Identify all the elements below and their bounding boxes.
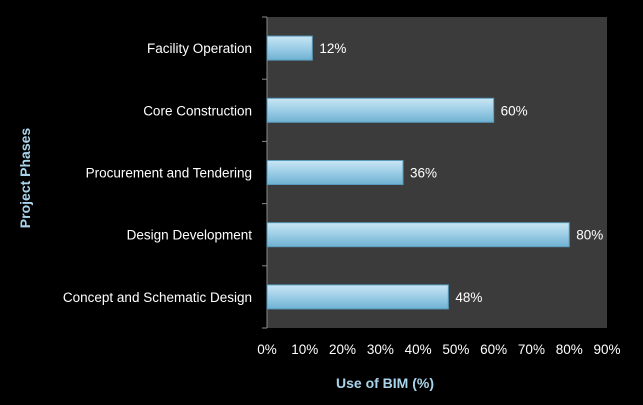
x-tick-label: 30% <box>367 342 394 357</box>
category-label: Concept and Schematic Design <box>63 290 252 305</box>
x-tick-labels: 0% 10% 20% 30% 40% 50% 60% 70% 80% 90% <box>257 342 620 357</box>
data-label: 36% <box>410 166 437 181</box>
category-label: Core Construction <box>143 103 252 118</box>
y-axis-title: Project Phases <box>17 128 33 229</box>
bar <box>266 222 570 248</box>
x-tick-label: 10% <box>291 342 318 357</box>
x-tick-label: 40% <box>405 342 432 357</box>
bar <box>266 35 313 61</box>
x-tick-label: 80% <box>556 342 583 357</box>
category-label: Facility Operation <box>147 41 252 56</box>
bar <box>266 284 449 310</box>
x-tick-label: 0% <box>257 342 277 357</box>
data-label: 12% <box>319 41 346 56</box>
bar <box>266 97 495 123</box>
data-label: 80% <box>576 228 603 243</box>
category-labels: Facility Operation Core Construction Procu… <box>63 41 252 305</box>
x-tick-label: 90% <box>593 342 620 357</box>
bar <box>266 160 404 185</box>
x-axis-title: Use of BIM (%) <box>336 375 434 391</box>
x-tick-label: 60% <box>480 342 507 357</box>
data-label: 48% <box>455 290 482 305</box>
bars-layer: 12% 60% 36% 80% 48% <box>262 16 603 329</box>
category-label: Procurement and Tendering <box>86 166 252 181</box>
x-tick-label: 70% <box>518 342 545 357</box>
x-tick-label: 20% <box>329 342 356 357</box>
x-tick-label: 50% <box>442 342 469 357</box>
data-label: 60% <box>501 103 528 118</box>
category-label: Design Development <box>127 228 253 243</box>
